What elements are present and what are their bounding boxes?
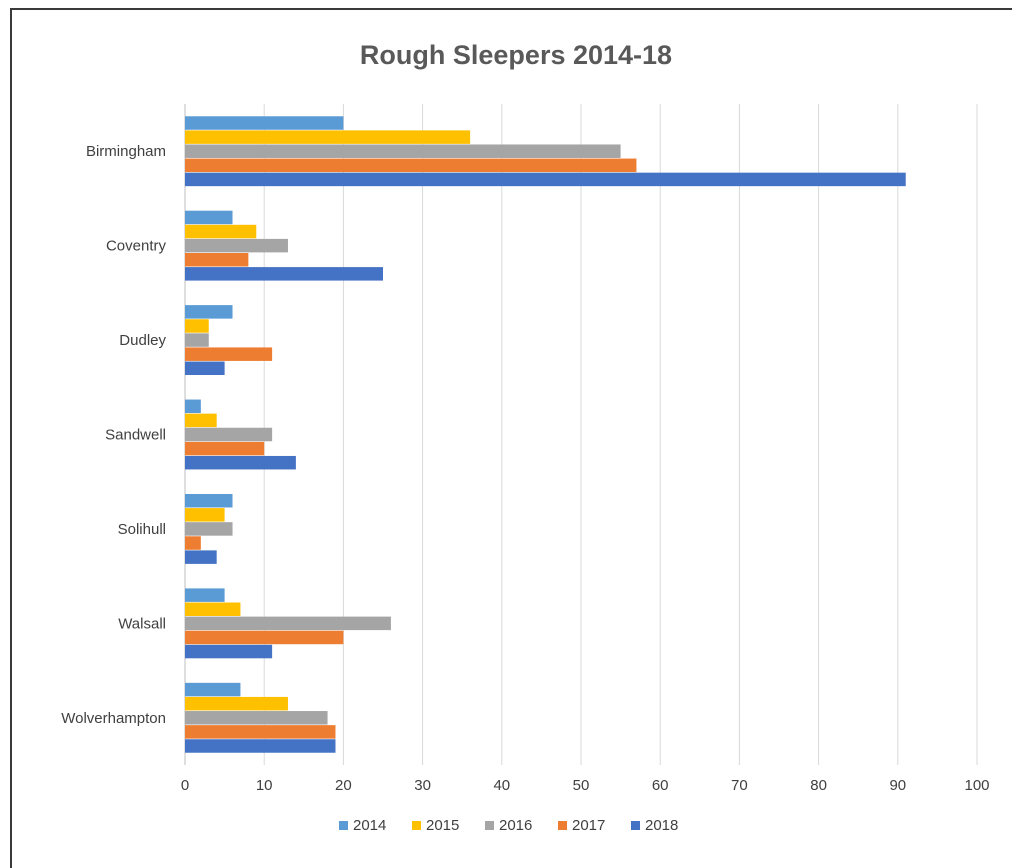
- bar-sandwell-2014: [185, 399, 201, 414]
- x-tick-label: 90: [889, 777, 906, 794]
- x-tick-label: 30: [414, 777, 431, 794]
- bar-birmingham-2015: [185, 130, 471, 144]
- bar-coventry-2014: [185, 210, 233, 225]
- bar-coventry-2017: [185, 252, 249, 267]
- legend-swatch-2014: [339, 821, 348, 830]
- bar-coventry-2018: [185, 267, 383, 281]
- legend-label: 2018: [645, 817, 678, 834]
- gridlines: [184, 104, 978, 765]
- bar-wolverhampton-2018: [185, 739, 336, 753]
- bar-wolverhampton-2015: [185, 696, 288, 711]
- legend-swatch-2016: [485, 821, 494, 830]
- bar-dudley-2018: [185, 361, 225, 376]
- bar-sandwell-2018: [185, 455, 296, 470]
- category-label: Solihull: [118, 521, 166, 538]
- bar-solihull-2017: [185, 536, 201, 550]
- legend-swatch-2017: [558, 821, 567, 830]
- bar-dudley-2014: [185, 305, 233, 319]
- x-tick-label: 100: [964, 777, 989, 794]
- bar-walsall-2014: [185, 588, 225, 602]
- bar-solihull-2014: [185, 493, 233, 508]
- bar-sandwell-2015: [185, 413, 217, 428]
- category-label: Sandwell: [105, 427, 166, 444]
- bar-dudley-2015: [185, 319, 209, 333]
- bar-dudley-2017: [185, 347, 273, 361]
- x-tick-label: 70: [731, 777, 748, 794]
- bars: [185, 116, 906, 753]
- legend-label: 2016: [499, 817, 532, 834]
- bar-birmingham-2017: [185, 158, 637, 173]
- category-label: Birmingham: [86, 143, 166, 160]
- bar-solihull-2016: [185, 522, 233, 536]
- x-tick-label: 50: [573, 777, 590, 794]
- x-tick-label: 40: [493, 777, 510, 794]
- category-label: Wolverhampton: [61, 710, 166, 727]
- bar-walsall-2017: [185, 630, 344, 645]
- legend-label: 2015: [426, 817, 459, 834]
- legend-label: 2017: [572, 817, 605, 834]
- category-label: Walsall: [118, 615, 166, 632]
- x-axis-ticks: 0 10 20 30 40 50 60 70 80 90 100: [181, 777, 990, 794]
- x-tick-label: 10: [256, 777, 273, 794]
- bar-sandwell-2016: [185, 427, 273, 442]
- x-tick-label: 20: [335, 777, 352, 794]
- bar-birmingham-2014: [185, 116, 344, 130]
- bar-wolverhampton-2014: [185, 682, 241, 697]
- bar-coventry-2015: [185, 224, 257, 239]
- bar-coventry-2016: [185, 238, 288, 253]
- legend: 2014 2015 2016 2017 2018: [339, 817, 678, 834]
- legend-swatch-2018: [631, 821, 640, 830]
- bar-walsall-2016: [185, 616, 391, 631]
- category-label: Dudley: [119, 332, 166, 349]
- legend-label: 2014: [353, 817, 386, 834]
- bar-birmingham-2018: [185, 172, 906, 187]
- bar-walsall-2018: [185, 644, 273, 659]
- bar-solihull-2018: [185, 550, 217, 564]
- category-labels: Birmingham Coventry Dudley Sandwell Solihull…: [61, 143, 166, 727]
- bar-wolverhampton-2017: [185, 725, 336, 739]
- legend-swatch-2015: [412, 821, 421, 830]
- chart-title: Rough Sleepers 2014-18: [360, 40, 672, 70]
- bar-dudley-2016: [185, 333, 209, 347]
- category-label: Coventry: [106, 238, 167, 255]
- bar-wolverhampton-2016: [185, 711, 328, 725]
- bar-birmingham-2016: [185, 144, 621, 158]
- bar-walsall-2015: [185, 602, 241, 617]
- bar-solihull-2015: [185, 508, 225, 522]
- x-tick-label: 60: [652, 777, 669, 794]
- bar-sandwell-2017: [185, 441, 265, 456]
- x-tick-label: 80: [810, 777, 827, 794]
- x-tick-label: 0: [181, 777, 189, 794]
